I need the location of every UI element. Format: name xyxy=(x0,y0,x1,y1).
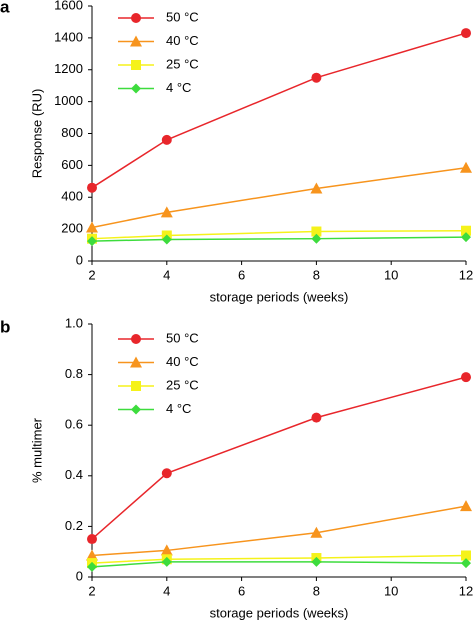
y-tick-label: 200 xyxy=(61,221,83,236)
y-axis-label: Response (RU) xyxy=(29,89,44,179)
series-line xyxy=(91,554,467,564)
marker xyxy=(87,236,97,247)
series-line xyxy=(91,229,467,240)
y-tick-label: 0.2 xyxy=(65,518,83,533)
marker xyxy=(161,134,172,145)
marker xyxy=(161,468,172,479)
x-tick-label: 12 xyxy=(459,267,473,282)
legend-marker xyxy=(131,83,141,94)
legend-marker xyxy=(131,60,141,70)
y-tick-label: 800 xyxy=(61,125,83,140)
x-tick-label: 6 xyxy=(238,583,245,598)
marker xyxy=(161,556,172,567)
x-tick-label: 10 xyxy=(384,267,398,282)
series-line xyxy=(91,376,467,540)
legend-label: 25 °C xyxy=(166,56,199,71)
y-tick-label: 0 xyxy=(76,252,83,267)
legend-label: 4 °C xyxy=(166,401,191,416)
marker xyxy=(311,72,322,83)
marker xyxy=(87,534,97,545)
x-tick-label: 6 xyxy=(238,267,245,282)
marker xyxy=(311,226,322,237)
legend-label: 50 °C xyxy=(166,330,199,345)
panel-label: a xyxy=(0,0,10,16)
x-tick-label: 4 xyxy=(163,267,170,282)
marker xyxy=(461,225,471,236)
legend-marker xyxy=(131,404,141,415)
y-tick-label: 0.8 xyxy=(65,366,83,381)
series-line xyxy=(91,236,467,242)
legend-label: 4 °C xyxy=(166,80,191,95)
y-tick-label: 0 xyxy=(76,568,83,583)
marker xyxy=(86,221,98,233)
y-tick-label: 1.0 xyxy=(65,315,83,330)
x-tick-label: 8 xyxy=(313,583,320,598)
x-tick-label: 12 xyxy=(459,583,473,598)
legend-marker xyxy=(131,334,141,344)
y-tick-label: 1400 xyxy=(54,29,83,44)
y-tick-label: 600 xyxy=(61,157,83,172)
panel-label: b xyxy=(0,317,10,336)
marker xyxy=(311,412,322,423)
x-tick-label: 10 xyxy=(384,583,398,598)
marker xyxy=(461,558,471,569)
marker xyxy=(160,544,173,556)
x-axis-label: storage periods (weeks) xyxy=(210,605,349,620)
series-line xyxy=(91,505,467,557)
legend-label: 25 °C xyxy=(166,377,199,392)
marker xyxy=(310,182,323,194)
marker xyxy=(460,500,472,512)
y-tick-label: 400 xyxy=(61,189,83,204)
legend-marker xyxy=(131,381,141,391)
marker xyxy=(86,549,98,561)
marker xyxy=(461,550,471,561)
marker xyxy=(460,161,472,173)
y-tick-label: 0.4 xyxy=(65,467,83,482)
legend-label: 40 °C xyxy=(166,33,199,48)
x-tick-label: 2 xyxy=(88,267,95,282)
y-tick-label: 0.6 xyxy=(65,417,83,432)
legend-label: 40 °C xyxy=(166,354,199,369)
marker xyxy=(87,561,97,572)
legend-marker xyxy=(131,13,141,23)
x-tick-label: 2 xyxy=(88,583,95,598)
marker xyxy=(461,28,471,39)
y-axis-label: % multimer xyxy=(29,417,44,483)
y-tick-label: 1200 xyxy=(54,61,83,76)
legend-marker xyxy=(130,35,142,47)
y-tick-label: 1600 xyxy=(54,0,83,12)
marker xyxy=(461,372,471,383)
marker xyxy=(461,232,471,243)
marker xyxy=(161,234,172,245)
marker xyxy=(311,233,322,244)
marker xyxy=(311,556,322,567)
legend-marker xyxy=(130,356,142,368)
x-tick-label: 4 xyxy=(163,583,170,598)
series-line xyxy=(91,167,467,229)
marker xyxy=(160,206,173,218)
x-tick-label: 8 xyxy=(313,267,320,282)
y-tick-label: 1000 xyxy=(54,93,83,108)
series-line xyxy=(91,32,467,189)
marker xyxy=(87,182,97,193)
series-line xyxy=(91,561,467,568)
x-axis-label: storage periods (weeks) xyxy=(210,289,349,304)
legend-label: 50 °C xyxy=(166,9,199,24)
marker xyxy=(310,526,323,538)
